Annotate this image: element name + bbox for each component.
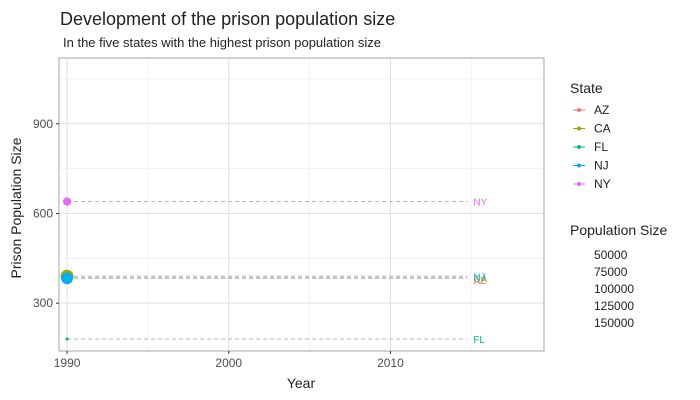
x-tick-label: 2010 — [377, 356, 404, 370]
point-ny — [62, 197, 72, 206]
y-axis-ticks: 300 600 900 — [33, 117, 59, 310]
end-label-ca: CA — [473, 274, 487, 285]
end-label-nj: NJ — [473, 272, 485, 283]
major-gridlines — [59, 58, 544, 351]
legend-key-point-ca — [577, 126, 581, 131]
end-label-fl: FL — [473, 335, 485, 346]
legend-size-label: 125000 — [594, 299, 634, 313]
x-tick-label: 1990 — [54, 356, 81, 370]
legend-label-ny: NY — [594, 177, 611, 191]
chart-subtitle: In the five states with the highest pris… — [63, 35, 381, 50]
legend-key-point-fl — [577, 145, 581, 149]
y-tick-label: 600 — [33, 206, 53, 220]
legend-size: Population Size 50000 75000 100000 125000 15… — [570, 222, 668, 330]
legend-size-label: 75000 — [594, 265, 628, 279]
point-fl — [65, 337, 69, 341]
legend-key-point-az — [577, 108, 581, 112]
end-label-az: AZ — [473, 276, 486, 287]
legend-label-fl: FL — [594, 140, 608, 154]
legend-state-items: AZ CA FL NJ NY — [573, 103, 611, 191]
y-axis-title: Prison Population Size — [8, 137, 24, 278]
chart-title: Development of the prison population siz… — [60, 9, 395, 29]
plot-background — [59, 58, 544, 351]
legend-key-point-ny — [577, 182, 581, 186]
legend-label-az: AZ — [594, 103, 609, 117]
x-tick-label: 2000 — [215, 356, 242, 370]
legend-state: State AZ CA FL NJ NY — [570, 80, 611, 191]
legend-size-label: 100000 — [594, 282, 634, 296]
legend-state-title: State — [570, 80, 603, 96]
legend-size-label: 50000 — [594, 248, 628, 262]
y-tick-label: 300 — [33, 296, 53, 310]
plot-border — [58, 57, 545, 352]
y-tick-label: 900 — [33, 117, 53, 131]
legend-key-point-nj — [577, 163, 581, 168]
minor-gridlines — [59, 58, 544, 351]
x-axis-ticks: 1990 2000 2010 — [54, 351, 404, 370]
series-dashed-lines — [67, 201, 468, 340]
series-points — [60, 197, 74, 341]
point-nj — [61, 272, 73, 285]
legend-size-items: 50000 75000 100000 125000 150000 — [594, 248, 634, 330]
end-label-ny: NY — [473, 198, 487, 209]
x-axis-title: Year — [287, 375, 316, 391]
legend-size-label: 150000 — [594, 316, 634, 330]
legend-label-nj: NJ — [594, 159, 609, 173]
legend-size-title: Population Size — [570, 222, 668, 238]
legend-label-ca: CA — [594, 122, 611, 136]
